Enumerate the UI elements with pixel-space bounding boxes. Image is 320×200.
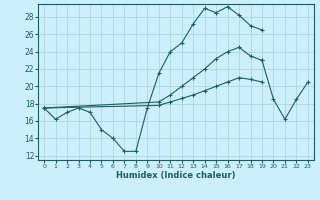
X-axis label: Humidex (Indice chaleur): Humidex (Indice chaleur): [116, 171, 236, 180]
